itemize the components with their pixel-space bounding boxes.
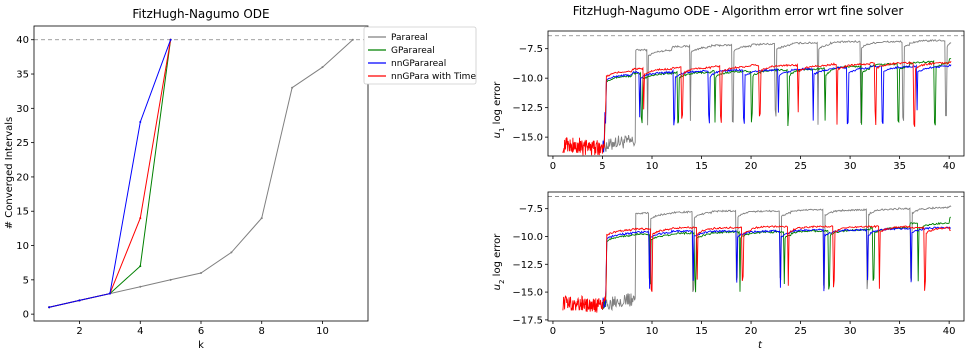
series-line-nngpara-with-time [602,224,951,310]
left-ticks: 2 4 6 8 10 0 5 10 15 20 25 30 35 40 [16,35,329,337]
x-tick-label: 20 [745,161,758,172]
data-point [169,38,172,41]
left-chart: FitzHugh-Nagumo ODE k # Converged Interv… [4,7,476,349]
legend: Parareal GParareal nnGParareal nnGPara with… [363,26,477,85]
u2-axes-frame [547,191,965,322]
series-line-parareal [49,39,354,308]
left-y-tick-label: 25 [16,138,29,149]
y-tick-label: −15.0 [512,288,543,299]
y-tick-label: −15.0 [512,133,543,144]
x-tick-label: 10 [646,161,659,172]
left-y-tick-label: 30 [16,104,29,115]
data-point [139,217,142,220]
x-tick-label: 40 [943,326,956,337]
x-tick-label: 25 [794,161,807,172]
data-point [260,217,263,220]
left-x-tick-label: 4 [137,326,143,337]
left-y-tick-label: 35 [16,70,29,81]
right-chart: FitzHugh-Nagumo ODE - Algorithm error wr… [492,4,965,349]
x-tick-label: 30 [844,326,857,337]
initial-error-noise [562,294,603,313]
series-line-gparareal [49,39,172,308]
data-point [200,271,202,274]
right-chart-title: FitzHugh-Nagumo ODE - Algorithm error wr… [573,4,904,18]
x-tick-label: 25 [794,326,807,337]
x-tick-label: 40 [943,161,956,172]
data-point [291,86,294,89]
series-line-nngparareal [602,226,952,310]
u1-axes-frame [547,30,965,157]
y-tick-label: −12.5 [512,260,543,271]
u2-y-axis-label: u2 log error [492,233,506,291]
y-tick-label: −12.5 [512,103,543,114]
data-point [139,265,142,268]
legend-label: nnGPara with Time [391,72,476,82]
left-y-tick-label: 15 [16,207,29,218]
x-tick-label: 15 [695,326,708,337]
left-plot-area [34,38,368,309]
left-y-tick-label: 0 [23,310,29,321]
left-x-tick-label: 6 [198,326,204,337]
left-x-tick-label: 2 [76,326,82,337]
u2-ticks: 0 5 10 15 20 25 30 35 40 −17.5 −15.0 −12.5 −10.0 −7.5 [512,204,955,337]
data-point [321,66,324,69]
t-axis-label: t [758,340,763,349]
left-x-tick-label: 10 [316,326,329,337]
left-y-tick-label: 10 [16,241,29,252]
left-chart-title: FitzHugh-Nagumo ODE [132,7,269,21]
left-y-tick-label: 40 [16,35,29,46]
series-line-parareal [602,205,952,312]
x-tick-label: 5 [599,326,605,337]
u1-ticks: 0 5 10 15 20 25 30 35 40 −15.0 −12.5 −10.0 −7.5 [512,44,955,172]
data-point [351,38,354,41]
u1-y-axis-label: u1 log error [492,81,506,139]
data-point [230,251,233,254]
legend-label: Parareal [391,33,428,43]
x-tick-label: 5 [599,161,605,172]
legend-box [363,26,477,85]
data-point [139,121,142,124]
y-tick-label: −10.0 [512,232,543,243]
y-tick-label: −10.0 [512,74,543,85]
u1-error-plot-area [548,35,964,156]
data-point [139,285,142,288]
series-line-parareal [602,39,952,153]
y-tick-label: −7.5 [519,204,543,215]
left-x-tick-label: 8 [259,326,265,337]
u2-error-plot-area [548,196,964,313]
left-x-axis-label: k [198,340,204,349]
legend-label: nnGParareal [391,59,446,69]
y-tick-label: −7.5 [519,44,543,55]
series-line-nngpara-with-time [602,61,952,153]
x-tick-label: 35 [893,161,906,172]
data-point [78,299,81,302]
x-tick-label: 0 [550,161,556,172]
x-tick-label: 35 [893,326,906,337]
x-tick-label: 15 [695,161,708,172]
x-tick-label: 30 [844,161,857,172]
data-point [169,278,172,281]
x-tick-label: 20 [745,326,758,337]
left-y-tick-label: 5 [23,275,29,286]
legend-label: GParareal [391,46,435,56]
data-point [108,292,111,295]
x-tick-label: 10 [646,326,659,337]
series-line-nngparareal [602,64,952,153]
left-y-axis-label: # Converged Intervals [4,117,15,230]
initial-error-noise [562,136,603,156]
left-y-tick-label: 20 [16,172,29,183]
x-tick-label: 0 [550,326,556,337]
y-tick-label: −17.5 [512,315,543,326]
data-point [48,306,51,309]
